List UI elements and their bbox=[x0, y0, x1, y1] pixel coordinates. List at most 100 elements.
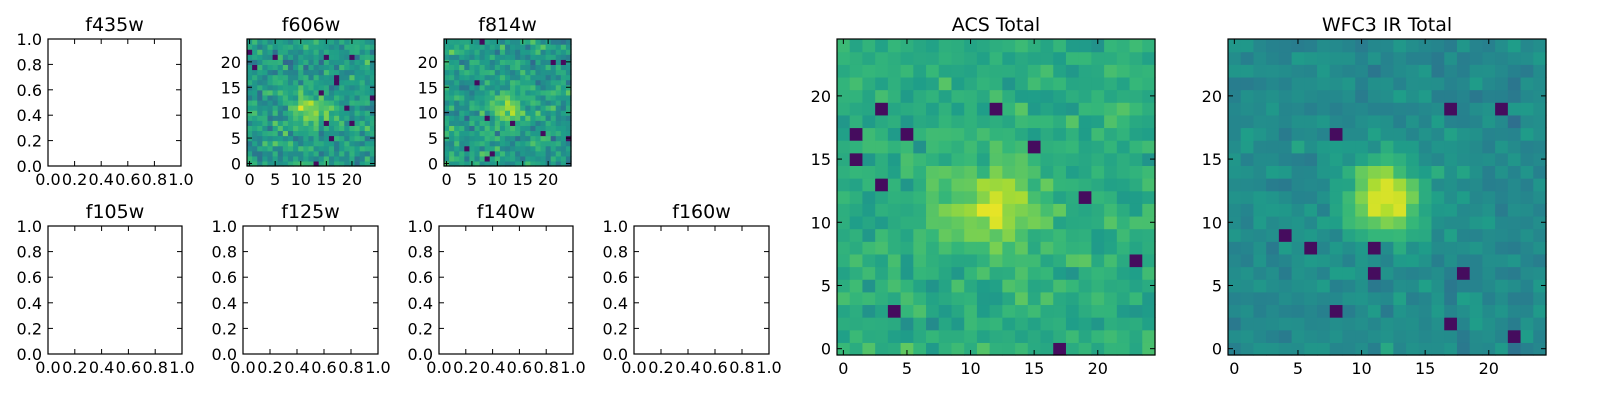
heatmap-cell bbox=[540, 120, 547, 126]
heatmap-cell bbox=[1533, 203, 1547, 217]
heatmap-cell bbox=[308, 64, 315, 71]
heatmap-cell bbox=[489, 69, 496, 76]
heatmap-cell bbox=[913, 152, 927, 166]
heatmap-cell bbox=[875, 140, 889, 154]
heatmap-cell bbox=[1078, 329, 1092, 343]
heatmap-cell bbox=[364, 89, 371, 96]
heatmap-cell bbox=[1002, 203, 1016, 217]
heatmap-cell bbox=[1406, 215, 1420, 230]
x-tick-label: 0 bbox=[838, 359, 848, 378]
heatmap-cell bbox=[1266, 253, 1280, 268]
axes-frame bbox=[443, 38, 572, 167]
heatmap-cell bbox=[323, 145, 330, 152]
heatmap-cell bbox=[267, 39, 274, 45]
heatmap-cell bbox=[989, 140, 1003, 154]
x-tick-label: 0.8 bbox=[338, 358, 363, 377]
heatmap-cell bbox=[1027, 64, 1042, 78]
heatmap-cell bbox=[837, 329, 851, 343]
heatmap-cell bbox=[1329, 304, 1344, 318]
heatmap-cell bbox=[1266, 64, 1280, 78]
heatmap-cell bbox=[555, 135, 562, 142]
heatmap-cell bbox=[499, 110, 506, 116]
heatmap-cell bbox=[565, 89, 572, 96]
y-tick-label: 0.2 bbox=[17, 132, 42, 151]
heatmap-cell bbox=[1329, 76, 1344, 91]
heatmap-cell bbox=[303, 135, 310, 142]
x-tick-label: 0.2 bbox=[62, 170, 87, 189]
heatmap-cell bbox=[474, 44, 481, 50]
heatmap-cell bbox=[334, 49, 340, 55]
heatmap-cell bbox=[1228, 342, 1242, 356]
heatmap-cell bbox=[1142, 178, 1156, 192]
heatmap-cell bbox=[454, 79, 460, 86]
heatmap-cell bbox=[252, 99, 258, 106]
heatmap-cell bbox=[369, 49, 376, 55]
heatmap-cell bbox=[951, 102, 965, 116]
heatmap-cell bbox=[1342, 228, 1356, 242]
heatmap-cell bbox=[938, 241, 953, 255]
heatmap-cell bbox=[1380, 64, 1394, 78]
heatmap-cell bbox=[459, 135, 465, 142]
heatmap-cell bbox=[849, 114, 864, 129]
heatmap-cell bbox=[555, 140, 562, 147]
heatmap-cell bbox=[1129, 317, 1143, 331]
heatmap-cell bbox=[976, 114, 991, 129]
y-tick-label: 0.4 bbox=[408, 294, 433, 313]
heatmap-cell bbox=[282, 89, 289, 96]
heatmap-cell bbox=[1291, 140, 1305, 154]
heatmap-cell bbox=[449, 125, 455, 132]
panel-title: f814w bbox=[478, 14, 537, 36]
heatmap-cell bbox=[499, 160, 506, 167]
heatmap-cell bbox=[1027, 215, 1042, 230]
heatmap-cell bbox=[323, 59, 330, 65]
heatmap-cell bbox=[1469, 178, 1483, 192]
heatmap-cell bbox=[1355, 152, 1369, 166]
heatmap-cell bbox=[1507, 190, 1522, 204]
heatmap-cell bbox=[267, 44, 274, 50]
heatmap-cell bbox=[1104, 266, 1118, 280]
heatmap-cell bbox=[1329, 241, 1344, 255]
heatmap-cell bbox=[318, 120, 325, 126]
heatmap-cell bbox=[1027, 279, 1042, 293]
heatmap-cell bbox=[328, 44, 335, 50]
heatmap-cell bbox=[318, 130, 325, 137]
heatmap-cell bbox=[837, 228, 851, 242]
heatmap-cell bbox=[540, 49, 547, 55]
heatmap-cell bbox=[1367, 140, 1382, 154]
heatmap-cell bbox=[565, 54, 572, 60]
heatmap-cell bbox=[913, 190, 927, 204]
heatmap-cell bbox=[525, 84, 531, 91]
heatmap-cell bbox=[328, 59, 335, 65]
heatmap-cell bbox=[1380, 76, 1394, 91]
y-tick-label: 20 bbox=[811, 87, 831, 106]
heatmap-cell bbox=[1116, 190, 1131, 204]
heatmap-cell bbox=[494, 110, 501, 116]
heatmap-cell bbox=[334, 69, 340, 76]
heatmap-cell bbox=[257, 69, 263, 76]
heatmap-cell bbox=[334, 135, 340, 142]
x-tick-label: 10 bbox=[960, 359, 980, 378]
heatmap-cell bbox=[272, 105, 279, 111]
heatmap-cell bbox=[272, 140, 279, 147]
heatmap-cell bbox=[1053, 215, 1067, 230]
heatmap-cell bbox=[1393, 114, 1407, 129]
heatmap-cell bbox=[964, 241, 978, 255]
heatmap-cell bbox=[565, 74, 572, 81]
heatmap-cell bbox=[494, 69, 501, 76]
heatmap-cell bbox=[459, 64, 465, 71]
heatmap-cell bbox=[1406, 279, 1420, 293]
heatmap-cell bbox=[1380, 102, 1394, 116]
heatmap-cell bbox=[454, 99, 460, 106]
heatmap-cell bbox=[449, 145, 455, 152]
heatmap-cell bbox=[1329, 253, 1344, 268]
y-tick-label: 15 bbox=[811, 150, 831, 169]
heatmap-cell bbox=[976, 51, 991, 65]
heatmap-cell bbox=[494, 44, 501, 50]
heatmap-cell bbox=[913, 342, 927, 356]
heatmap-cell bbox=[293, 115, 299, 121]
heatmap-cell bbox=[282, 160, 289, 167]
heatmap-cell bbox=[555, 94, 562, 101]
heatmap-cell bbox=[344, 39, 350, 45]
heatmap-cell bbox=[282, 64, 289, 71]
heatmap-cell bbox=[1266, 317, 1280, 331]
